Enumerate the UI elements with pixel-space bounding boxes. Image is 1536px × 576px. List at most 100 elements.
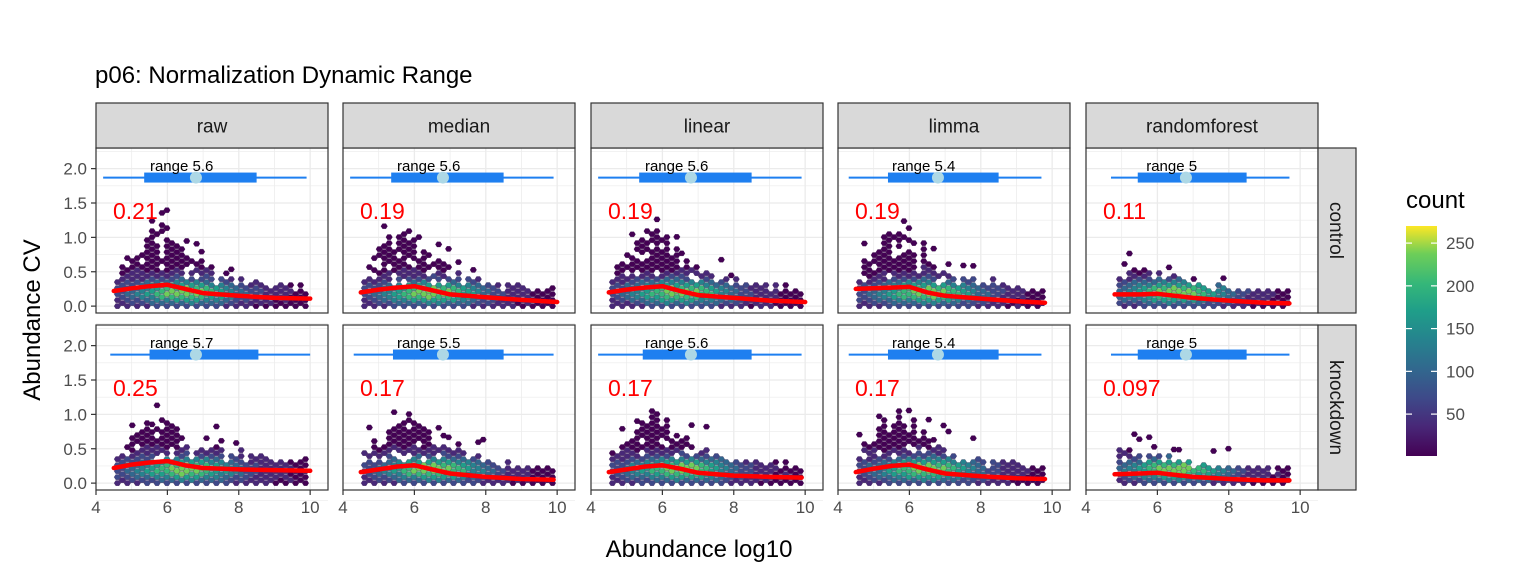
hexbin-cell: [678, 267, 686, 273]
hexbin-cell: [950, 459, 957, 465]
range-median-point: [931, 348, 944, 361]
range-median-point: [931, 171, 944, 184]
hexbin-cell: [395, 471, 403, 477]
hexbin-cell: [390, 249, 398, 255]
hexbin-cell: [638, 273, 646, 279]
hexbin-cell: [365, 294, 373, 300]
hexbin-cell: [1145, 477, 1153, 483]
hexbin-cell: [227, 459, 235, 465]
hexbin-cell: [678, 450, 686, 456]
hexbin-cell: [198, 276, 206, 282]
strip-randomforest: randomforest: [1085, 102, 1319, 149]
hexbin-cell: [410, 420, 418, 426]
hexbin-cell: [905, 267, 913, 273]
hexbin-cell: [494, 465, 502, 471]
hexbin-cell: [613, 282, 621, 288]
hexbin-cell: [430, 297, 438, 303]
hexbin-cell: [673, 234, 681, 240]
hexbin-cell: [420, 426, 428, 432]
hexbin-cell: [1200, 285, 1208, 291]
hexbin-cell: [380, 291, 388, 297]
hexbin-cell: [168, 252, 176, 258]
hexbin-cell: [410, 432, 418, 438]
hexbin-cell: [1170, 446, 1178, 453]
hexbin-cell: [430, 480, 438, 486]
hexbin-cell: [410, 255, 418, 261]
hexbin-cell: [143, 426, 151, 432]
hexbin-cell: [370, 297, 378, 303]
hexbin-cell: [752, 282, 760, 288]
median-cv-label: 0.19: [360, 198, 405, 224]
hexbin-cell: [633, 471, 641, 477]
hexbin-cell: [183, 297, 191, 303]
hexbin-cell: [143, 237, 151, 243]
hexbin-cell: [153, 444, 161, 450]
hexbin-cell: [360, 462, 368, 468]
hexbin-cell: [163, 273, 171, 279]
x-axis-limma: 4 6 8 10: [833, 490, 1062, 517]
hexbin-cell: [895, 426, 903, 432]
hexbin-cell: [178, 270, 186, 276]
hexbin-cell: [1195, 288, 1203, 294]
hexbin-cell: [959, 288, 967, 294]
hexbin-cell: [390, 474, 398, 480]
hexbin-cell: [900, 435, 908, 441]
hexbin-cell: [415, 264, 423, 270]
hexbin-cell: [885, 261, 893, 267]
hexbin-cell: [257, 477, 265, 483]
hexbin-cell: [370, 444, 378, 450]
hexbin-cell: [1254, 294, 1262, 300]
hexbin-cell: [1244, 471, 1252, 477]
hexbin-cell: [608, 297, 616, 303]
hexbin-cell: [410, 474, 418, 480]
hexbin-cell: [440, 285, 448, 291]
hexbin-cell: [1150, 303, 1158, 309]
hexbin-cell: [1004, 285, 1012, 291]
hexbin-cell: [267, 477, 275, 483]
hexbin-cell: [683, 441, 691, 447]
hexbin-cell: [163, 255, 171, 261]
hexbin-cell: [638, 249, 646, 255]
hexbin-cell: [459, 462, 467, 468]
hexbin-cell: [638, 456, 646, 462]
hexbin-cell: [494, 282, 502, 288]
hexbin-cell: [203, 435, 210, 441]
hexbin-cell: [450, 285, 457, 291]
trend-line: [606, 283, 808, 305]
hexbin-cell: [969, 459, 977, 465]
hexbin-cell: [247, 453, 255, 459]
hexbin-cell: [1274, 465, 1282, 471]
hexbin-cell: [920, 453, 928, 459]
hexbin-cell: [1170, 285, 1178, 291]
hexbin-cell: [865, 450, 873, 456]
hexbin-cell: [138, 465, 146, 471]
hexbin-cell: [875, 297, 883, 303]
hexbin-cell: [158, 270, 166, 276]
hexbin-cell: [875, 438, 883, 444]
hexbin-cell: [173, 249, 181, 255]
hexbin-cell: [890, 441, 898, 447]
hexbin-cell: [712, 288, 720, 294]
hexbin-cell: [668, 303, 676, 309]
hexbin-cell: [153, 243, 161, 249]
range-label: range 5: [1146, 335, 1197, 352]
hexbin-cell: [385, 294, 393, 300]
hexbin-cell: [282, 462, 290, 468]
hexbin-cell: [905, 249, 913, 255]
hexbin-cell: [375, 447, 383, 453]
hexbin-cell: [287, 282, 295, 288]
hexbin-cell: [663, 258, 671, 264]
strip-label-linear: linear: [684, 117, 731, 138]
hexbin-cell: [375, 300, 383, 306]
hexbin-cell: [539, 468, 547, 474]
hexbin-cell: [727, 480, 735, 486]
hexbin-cell: [703, 459, 710, 465]
hexbin-cell: [925, 450, 933, 456]
hexbin-cell: [1004, 480, 1012, 486]
hexbin-cell: [870, 453, 878, 459]
hexbin-cell: [1125, 465, 1133, 471]
hexbin-cell: [420, 450, 428, 456]
hexbin-cell: [380, 480, 388, 486]
hexbin-cell: [118, 276, 126, 282]
